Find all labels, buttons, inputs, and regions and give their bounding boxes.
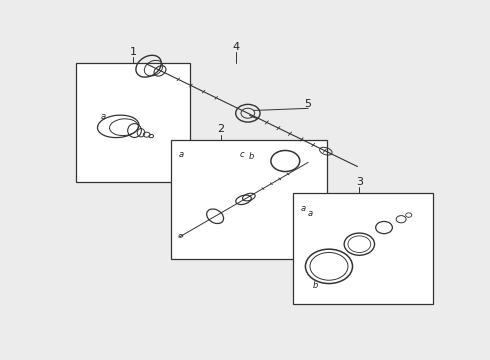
Text: 1: 1 bbox=[130, 46, 137, 57]
Text: a: a bbox=[178, 150, 183, 158]
Text: 3: 3 bbox=[356, 177, 363, 187]
Text: 2: 2 bbox=[217, 124, 224, 134]
Text: b: b bbox=[313, 281, 318, 290]
Text: c: c bbox=[239, 150, 244, 158]
Bar bbox=[293, 193, 434, 304]
Text: a: a bbox=[100, 112, 105, 121]
Text: 4: 4 bbox=[232, 42, 240, 52]
Text: a: a bbox=[301, 204, 306, 213]
Bar bbox=[76, 63, 190, 182]
Text: b: b bbox=[248, 152, 254, 161]
Text: a: a bbox=[307, 209, 313, 218]
Bar bbox=[172, 140, 327, 260]
Text: 5: 5 bbox=[305, 99, 312, 109]
